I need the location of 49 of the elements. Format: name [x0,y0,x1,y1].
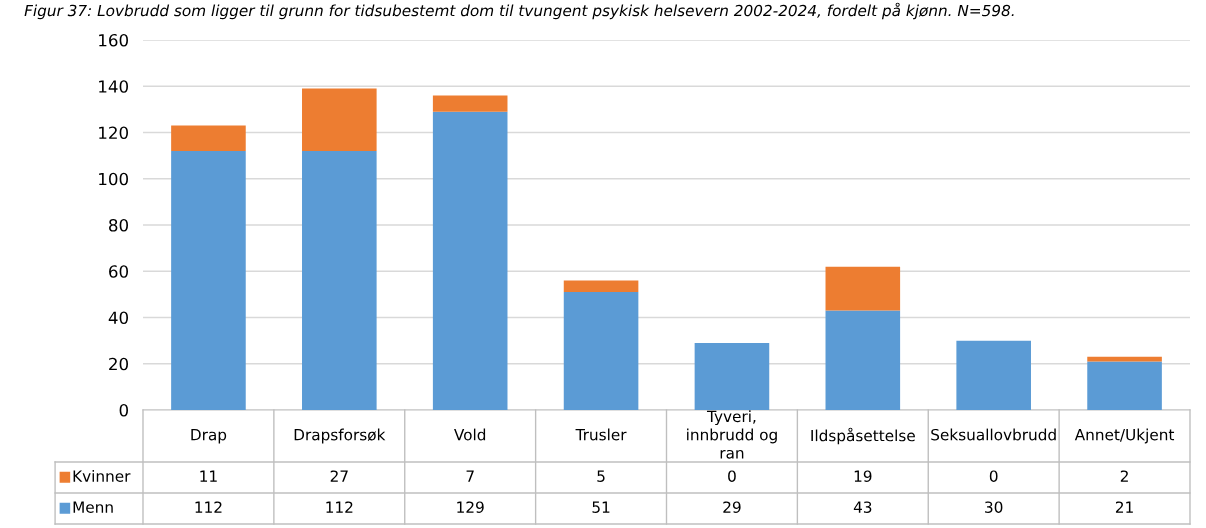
data-label: 112 [326,501,353,513]
data-label: 43 [853,501,872,513]
data-label: 27 [330,470,348,482]
y-tick-label: 120 [99,126,128,140]
bar [956,340,1031,410]
data-label: 11 [200,470,217,482]
chart-title: Figur 37: Lovbrudd som ligger til grunn for tidsubestemt dom til tvungent psykisk helsevern 2002-2024, fordelt på kjønn. N=598. [24,2,1014,20]
bar [1087,361,1162,410]
data-label: 29 [723,501,741,513]
bar [563,292,639,410]
bar [171,125,246,151]
y-tick-label: 40 [108,311,128,325]
x-tick-label: Vold [454,428,486,441]
bar [563,280,639,293]
data-label: 5 [597,470,605,482]
y-tick-label: 140 [99,80,128,93]
x-tick-label: Drap [191,429,227,444]
x-tick-label: Trusler [575,428,627,441]
bar [432,111,508,410]
data-label: 21 [1115,501,1133,513]
bar [302,88,377,151]
y-tick-label: 20 [109,357,128,371]
data-label: 0 [728,470,736,482]
bar [694,342,770,410]
legend-label: Kvinner [73,470,131,482]
data-label: 7 [466,470,474,482]
bar [825,310,901,410]
x-tick-label: Ildspåsettelse [811,427,915,445]
data-label: 2 [1120,470,1128,482]
data-label: 30 [985,501,1003,513]
y-tick-label: 0 [119,403,128,417]
y-tick-label: 100 [99,172,128,186]
data-label: 112 [195,501,222,513]
y-tick-label: 60 [109,265,128,278]
data-label: 51 [592,501,610,513]
bar [171,151,246,410]
data-label: 129 [457,501,484,513]
x-tick-label: Tyveri, innbrudd og ran [687,410,777,459]
y-tick-label: 80 [109,218,128,232]
y-tick-label: 160 [99,33,128,47]
bar [825,266,901,311]
legend-label: Menn [73,501,113,513]
bar [432,95,508,112]
data-label: 19 [854,470,872,482]
bar [302,151,377,410]
x-tick-label: Seksuallovbrudd [931,428,1056,441]
x-tick-label: Annet/Ukjent [1074,428,1175,444]
data-label: 0 [989,470,998,482]
x-tick-label: Drapsforsøk [294,428,386,444]
